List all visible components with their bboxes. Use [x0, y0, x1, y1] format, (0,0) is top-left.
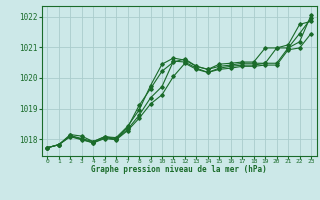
X-axis label: Graphe pression niveau de la mer (hPa): Graphe pression niveau de la mer (hPa): [91, 165, 267, 174]
